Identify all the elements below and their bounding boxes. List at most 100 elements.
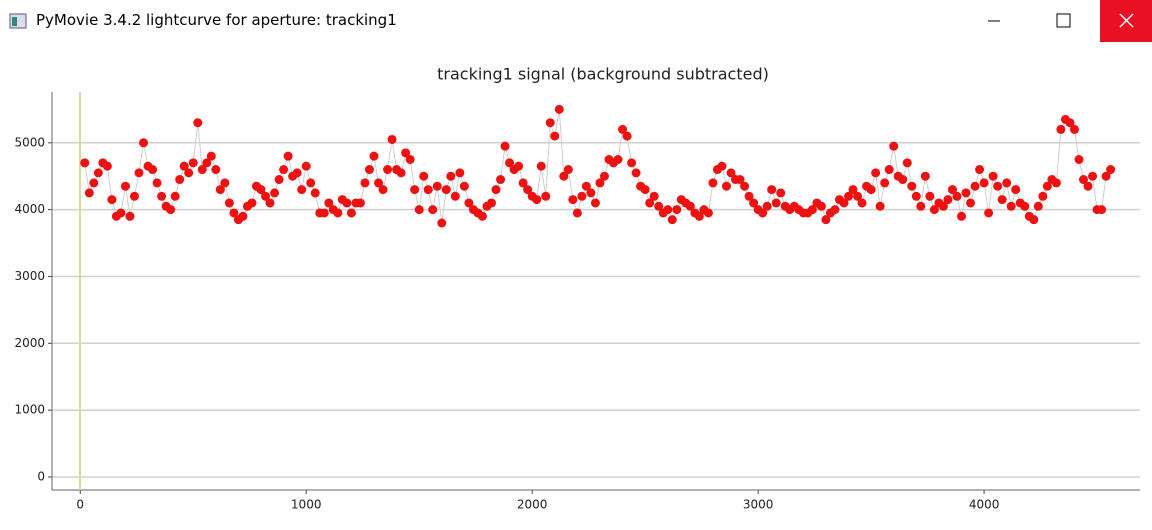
data-point: [984, 208, 994, 218]
data-point: [175, 175, 185, 185]
data-point: [916, 201, 926, 211]
data-point: [703, 208, 713, 218]
data-point: [866, 185, 876, 195]
data-point: [925, 191, 935, 201]
data-point: [378, 185, 388, 195]
data-point: [993, 181, 1003, 191]
data-point: [952, 191, 962, 201]
data-point: [238, 211, 248, 221]
data-point: [383, 165, 393, 175]
data-point: [1056, 124, 1066, 134]
data-point: [776, 188, 786, 198]
data-point: [907, 181, 917, 191]
data-point: [206, 151, 216, 161]
data-point: [324, 198, 334, 208]
data-point: [1011, 185, 1021, 195]
data-point: [396, 168, 406, 178]
data-point: [80, 158, 90, 168]
data-point: [1051, 178, 1061, 188]
data-point: [911, 191, 921, 201]
data-point: [459, 181, 469, 191]
data-point: [645, 198, 655, 208]
data-point: [170, 191, 180, 201]
close-button[interactable]: [1100, 0, 1152, 42]
data-point: [1106, 165, 1116, 175]
data-point: [581, 181, 591, 191]
data-point: [405, 155, 415, 165]
data-point: [970, 181, 980, 191]
data-point: [265, 198, 275, 208]
data-point: [410, 185, 420, 195]
data-point: [1006, 201, 1016, 211]
data-point: [717, 161, 727, 171]
y-tick-label: 0: [37, 469, 45, 483]
data-point: [477, 211, 487, 221]
data-point: [188, 158, 198, 168]
y-tick-label: 3000: [14, 269, 45, 283]
data-point: [202, 158, 212, 168]
data-point: [491, 185, 501, 195]
data-point: [261, 191, 271, 201]
y-tick-label: 2000: [14, 336, 45, 350]
data-point: [821, 215, 831, 225]
data-point: [157, 191, 167, 201]
data-point: [956, 211, 966, 221]
data-point: [938, 201, 948, 211]
data-point: [89, 178, 99, 188]
data-point: [599, 171, 609, 181]
y-tick-label: 4000: [14, 202, 45, 216]
data-point: [215, 185, 225, 195]
data-point: [586, 188, 596, 198]
data-point: [500, 141, 510, 151]
data-point: [961, 188, 971, 198]
data-point: [297, 185, 307, 195]
data-point: [771, 198, 781, 208]
data-point: [595, 178, 605, 188]
data-point: [830, 205, 840, 215]
data-point: [441, 185, 451, 195]
data-point: [1083, 181, 1093, 191]
data-point: [726, 168, 736, 178]
data-point: [256, 185, 266, 195]
data-point: [1029, 215, 1039, 225]
data-point: [545, 118, 555, 128]
data-point: [283, 151, 293, 161]
data-point: [1101, 171, 1111, 181]
data-point: [301, 161, 311, 171]
data-point: [627, 158, 637, 168]
data-point: [184, 168, 194, 178]
data-point: [857, 198, 867, 208]
data-point: [898, 175, 908, 185]
data-point: [364, 165, 374, 175]
maximize-icon: [1056, 13, 1071, 28]
data-point: [572, 208, 582, 218]
data-point: [884, 165, 894, 175]
data-point: [807, 205, 817, 215]
data-point: [1038, 191, 1048, 201]
data-point: [84, 188, 94, 198]
data-point: [401, 148, 411, 158]
data-point: [428, 205, 438, 215]
data-point: [685, 201, 695, 211]
window-title: PyMovie 3.4.2 lightcurve for aperture: t…: [36, 11, 397, 29]
data-point: [563, 165, 573, 175]
data-point: [319, 208, 329, 218]
data-point: [464, 198, 474, 208]
app-icon: [9, 13, 27, 29]
data-point: [292, 168, 302, 178]
data-point: [975, 165, 985, 175]
x-tick-label: 1000: [291, 498, 322, 512]
data-point: [1033, 201, 1043, 211]
data-point: [943, 195, 953, 205]
data-point: [947, 185, 957, 195]
data-point: [721, 181, 731, 191]
data-point: [374, 178, 384, 188]
data-point: [767, 185, 777, 195]
x-tick-label: 0: [76, 498, 84, 512]
data-point: [694, 211, 704, 221]
data-point: [414, 205, 424, 215]
data-point: [1042, 181, 1052, 191]
data-point: [816, 201, 826, 211]
data-point: [514, 161, 524, 171]
